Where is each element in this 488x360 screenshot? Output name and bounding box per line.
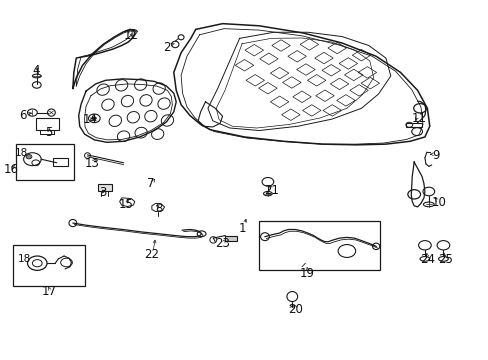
Text: 14: 14: [82, 113, 97, 126]
Bar: [98, 184, 112, 192]
Bar: [259, 221, 379, 270]
Text: 11: 11: [411, 112, 426, 125]
Text: 5: 5: [45, 126, 52, 139]
Circle shape: [92, 117, 96, 120]
Bar: [224, 235, 237, 241]
Text: 16: 16: [4, 163, 19, 176]
Text: 17: 17: [42, 285, 57, 298]
Text: 2: 2: [163, 41, 170, 54]
Text: 20: 20: [287, 303, 302, 316]
Text: 4: 4: [32, 64, 40, 77]
Text: 18: 18: [15, 148, 28, 158]
Text: 25: 25: [437, 253, 452, 266]
Text: 13: 13: [85, 157, 100, 170]
Text: 6: 6: [20, 109, 27, 122]
Text: 7: 7: [147, 177, 154, 190]
Text: 24: 24: [420, 253, 434, 266]
Text: 10: 10: [431, 196, 446, 209]
Bar: [53, 158, 68, 166]
Text: 9: 9: [431, 149, 439, 162]
Text: 12: 12: [123, 29, 139, 42]
Bar: [36, 118, 59, 130]
Circle shape: [26, 154, 32, 159]
Bar: [16, 144, 74, 180]
Text: 3: 3: [99, 186, 106, 199]
Text: 21: 21: [264, 184, 278, 197]
Text: 18: 18: [18, 254, 31, 264]
Bar: [13, 244, 85, 286]
Text: 1: 1: [238, 222, 245, 235]
Text: 22: 22: [144, 248, 159, 261]
Bar: [406, 123, 421, 127]
Text: 19: 19: [299, 267, 314, 280]
Text: 15: 15: [119, 198, 134, 211]
Text: 8: 8: [155, 202, 163, 215]
Text: 23: 23: [215, 237, 229, 250]
